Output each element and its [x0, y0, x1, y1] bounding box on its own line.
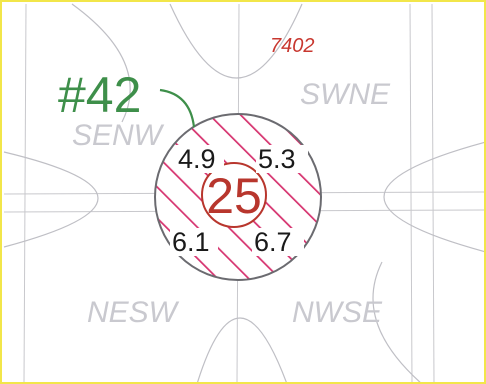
- ring-outline: [154, 113, 322, 281]
- road-arc-top: [169, 3, 303, 79]
- road-arc-bottom: [197, 317, 287, 382]
- road-arc-right: [383, 141, 484, 253]
- road-curves: [3, 3, 484, 382]
- quarter-label-nw: SENW: [72, 119, 165, 152]
- tag-leader-line: [159, 88, 196, 128]
- road-arc-se: [372, 261, 421, 382]
- center-pin-number: 25: [206, 168, 262, 224]
- grid-line-left: [23, 3, 27, 382]
- reading-top-right: 5.3: [258, 144, 296, 174]
- quarter-label-sw: NESW: [87, 296, 180, 329]
- quarter-label-ne: SWNE: [300, 78, 391, 111]
- reading-bg-bottom-right: [252, 228, 304, 256]
- center-pin-circle: [201, 162, 267, 228]
- center-pin: 25: [201, 162, 267, 228]
- grid-line-right: [409, 3, 413, 382]
- reading-bg-top-left: [176, 145, 224, 173]
- reading-top-left: 4.9: [178, 144, 216, 174]
- quarter-label-se: NWSE: [292, 296, 383, 329]
- reading-bottom-right: 6.7: [254, 227, 292, 257]
- tag-callout: #42: [58, 67, 196, 128]
- road-arc-left: [3, 151, 99, 248]
- reading-bg-bottom-left: [170, 228, 218, 256]
- road-arc-nw: [71, 3, 131, 123]
- section-number: 7402: [270, 35, 315, 57]
- grid-line-right-2: [431, 3, 435, 382]
- reading-bottom-left: 6.1: [172, 227, 210, 257]
- reading-bg-top-right: [256, 145, 308, 173]
- tag-label: #42: [58, 67, 141, 123]
- readings: 4.9 5.3 6.1 6.7: [170, 144, 308, 257]
